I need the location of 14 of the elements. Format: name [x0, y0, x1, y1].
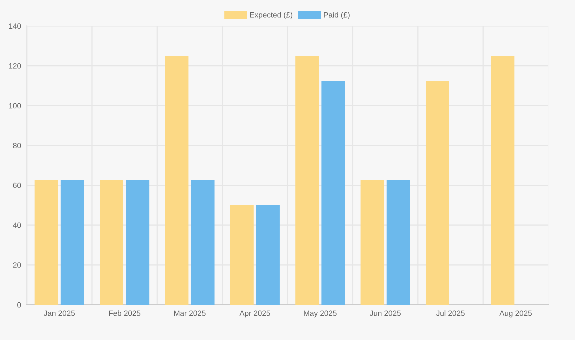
bar [360, 180, 384, 305]
bar [230, 205, 254, 305]
bar [256, 205, 280, 305]
bar [191, 180, 215, 305]
bar [60, 180, 84, 305]
bar [34, 180, 58, 305]
bar [491, 56, 515, 305]
bar [126, 180, 150, 305]
bar [386, 180, 410, 305]
bar [296, 56, 320, 305]
bar [165, 56, 189, 305]
bar [322, 80, 346, 305]
bar [100, 180, 124, 305]
bar [426, 80, 450, 305]
